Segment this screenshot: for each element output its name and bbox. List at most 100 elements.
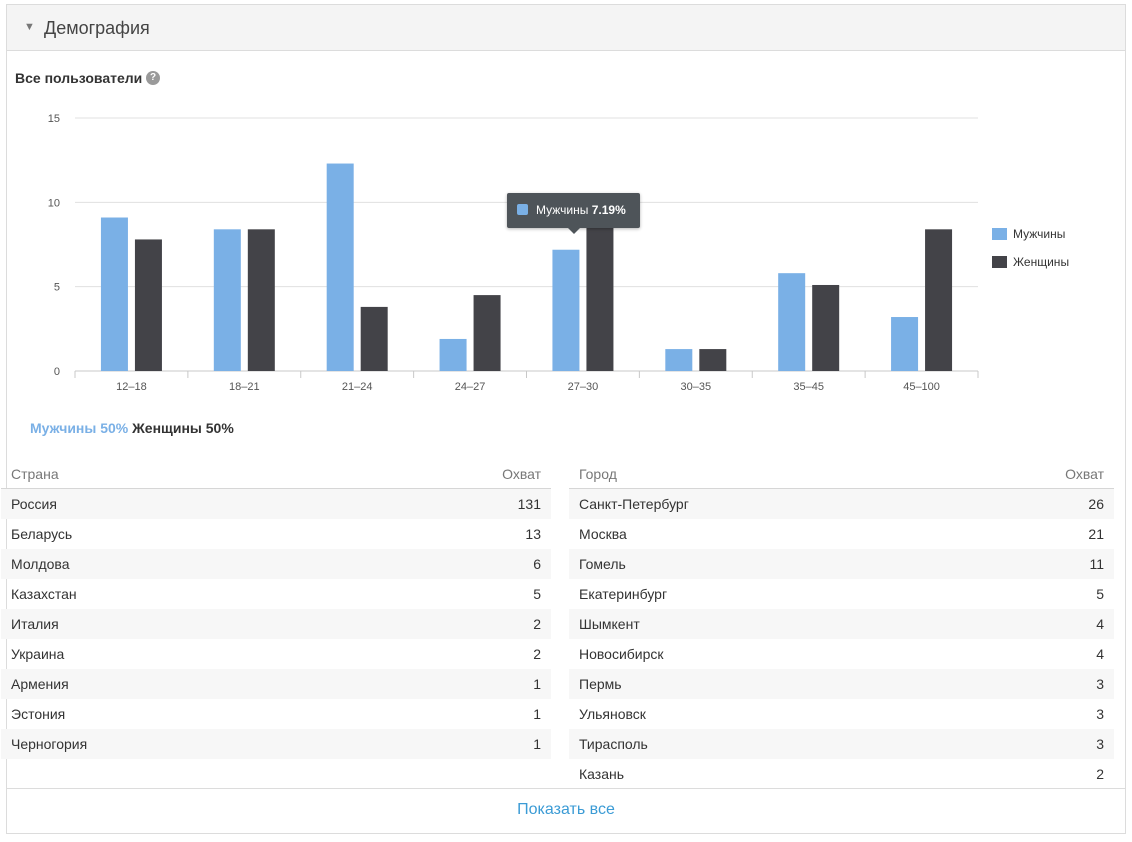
row-name: Казань: [579, 766, 625, 782]
row-name: Казахстан: [11, 586, 77, 602]
table-row: Тирасполь 3: [569, 729, 1114, 759]
legend-label-women: Женщины: [1013, 255, 1070, 269]
row-value: 3: [1096, 736, 1104, 752]
table-row: Италия 2: [1, 609, 551, 639]
table-row: Россия 131: [1, 489, 551, 519]
row-value: 4: [1096, 616, 1104, 632]
audience-label: Все пользователи: [15, 70, 143, 86]
row-name: Эстония: [11, 706, 66, 722]
row-value: 1: [533, 676, 541, 692]
row-name: Пермь: [579, 676, 622, 692]
triangle-down-icon[interactable]: ▼: [24, 21, 35, 33]
row-name: Москва: [579, 526, 627, 542]
row-name: Молдова: [11, 556, 70, 572]
tooltip-text: Мужчины 7.19%: [536, 202, 626, 218]
y-tick-label: 0: [54, 366, 60, 378]
legend-swatch-women: [992, 256, 1007, 268]
row-value: 13: [525, 526, 541, 542]
column-header-reach[interactable]: Охват: [502, 466, 541, 482]
bar-men[interactable]: [665, 349, 693, 371]
table-row: Гомель 11: [569, 549, 1114, 579]
bar-men[interactable]: [891, 317, 919, 371]
row-name: Ульяновск: [579, 706, 646, 722]
table-row: Пермь 3: [569, 669, 1114, 699]
table-row: Молдова 6: [1, 549, 551, 579]
row-value: 1: [533, 736, 541, 752]
tooltip-series: Мужчины: [536, 203, 589, 217]
cities-rows: Санкт-Петербург 26 Москва 21 Гомель 11 Екатери…: [569, 489, 1114, 789]
table-header: Город Охват: [569, 459, 1114, 489]
row-name: Новосибирск: [579, 646, 664, 662]
row-value: 131: [517, 496, 541, 512]
table-row: Беларусь 13: [1, 519, 551, 549]
bar-women[interactable]: [360, 306, 388, 371]
legend-label-men: Мужчины: [1013, 227, 1066, 241]
bar-women[interactable]: [247, 229, 275, 371]
table-row: Москва 21: [569, 519, 1114, 549]
bar-men[interactable]: [326, 163, 354, 371]
bar-women[interactable]: [812, 284, 840, 371]
bar-men[interactable]: [213, 229, 241, 371]
panel-header[interactable]: ▼ Демография: [7, 5, 1125, 51]
row-value: 5: [533, 586, 541, 602]
cities-table: Город Охват Санкт-Петербург 26 Москва 21 Гом…: [569, 459, 1114, 789]
show-all-link[interactable]: Показать все: [517, 801, 615, 818]
countries-table: Страна Охват Россия 131 Беларусь 13 Молдова 6…: [1, 459, 551, 759]
row-value: 3: [1096, 676, 1104, 692]
bar-men[interactable]: [100, 217, 128, 371]
x-tick-label: 18–21: [229, 381, 260, 393]
row-name: Беларусь: [11, 526, 73, 542]
x-tick-label: 27–30: [568, 381, 599, 393]
row-value: 2: [533, 616, 541, 632]
row-name: Екатеринбург: [579, 586, 668, 602]
x-tick-label: 35–45: [793, 381, 824, 393]
column-header-reach[interactable]: Охват: [1065, 466, 1104, 482]
legend-swatch-men: [992, 228, 1007, 240]
x-tick-label: 45–100: [903, 381, 940, 393]
column-header-country[interactable]: Страна: [11, 466, 59, 482]
bar-men[interactable]: [552, 249, 580, 371]
y-tick-label: 15: [48, 113, 60, 125]
row-name: Черногория: [11, 736, 88, 752]
panel-footer: Показать все: [6, 788, 1126, 829]
table-row: Армения 1: [1, 669, 551, 699]
table-row: Казахстан 5: [1, 579, 551, 609]
help-icon[interactable]: ?: [146, 71, 160, 85]
y-tick-label: 10: [48, 197, 60, 209]
bar-women[interactable]: [473, 295, 501, 371]
row-value: 4: [1096, 646, 1104, 662]
bar-men[interactable]: [439, 338, 467, 371]
x-tick-label: 21–24: [342, 381, 373, 393]
bar-women[interactable]: [925, 229, 953, 371]
row-value: 21: [1088, 526, 1104, 542]
row-name: Армения: [11, 676, 69, 692]
row-value: 2: [1096, 766, 1104, 782]
gender-summary: Мужчины 50% Женщины 50%: [30, 419, 234, 437]
table-row: Ульяновск 3: [569, 699, 1114, 729]
table-row: Екатеринбург 5: [569, 579, 1114, 609]
table-row: Эстония 1: [1, 699, 551, 729]
gender-women: Женщины 50%: [132, 420, 234, 436]
bar-women[interactable]: [699, 349, 727, 371]
age-bar-chart: 0 5 10 15 12–18 18–21 21–24 24–27 27–30 30–35 35–4…: [48, 113, 979, 393]
row-name: Шымкент: [579, 616, 640, 632]
table-row: Казань 2: [569, 759, 1114, 789]
bar-men[interactable]: [778, 273, 806, 371]
row-name: Россия: [11, 496, 57, 512]
row-value: 3: [1096, 706, 1104, 722]
row-name: Санкт-Петербург: [579, 496, 689, 512]
table-row: Санкт-Петербург 26: [569, 489, 1114, 519]
table-row: Шымкент 4: [569, 609, 1114, 639]
row-name: Гомель: [579, 556, 626, 572]
bar-women[interactable]: [134, 239, 162, 371]
row-value: 26: [1088, 496, 1104, 512]
column-header-city[interactable]: Город: [579, 466, 617, 482]
table-row: Новосибирск 4: [569, 639, 1114, 669]
x-tick-label: 30–35: [681, 381, 712, 393]
gender-men: Мужчины 50%: [30, 420, 129, 436]
chart-tooltip: Мужчины 7.19%: [507, 193, 640, 234]
row-value: 5: [1096, 586, 1104, 602]
row-value: 11: [1089, 556, 1104, 572]
row-name: Италия: [11, 616, 59, 632]
countries-rows: Россия 131 Беларусь 13 Молдова 6 Казахстан 5 Ита…: [1, 489, 551, 759]
